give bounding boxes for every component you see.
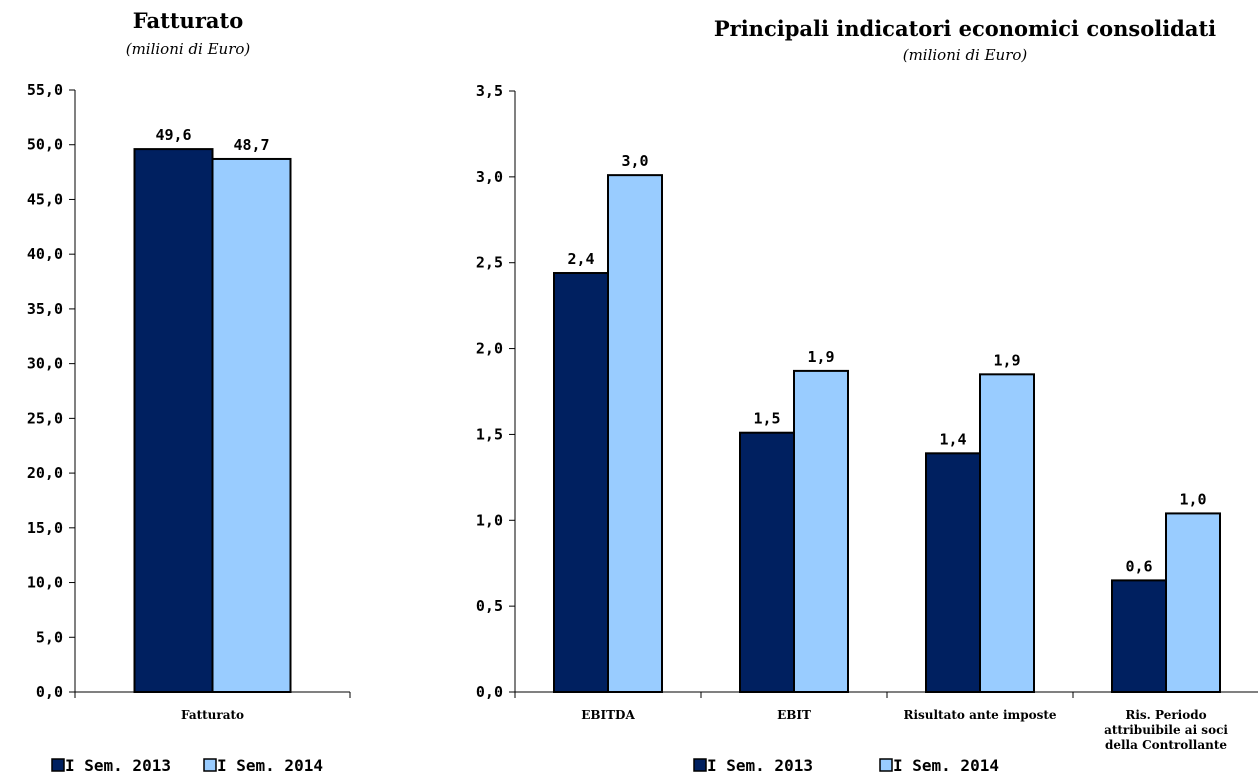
data-label: 1,5 bbox=[753, 410, 780, 428]
y-tick-label: 2,0 bbox=[476, 340, 503, 358]
y-tick-label: 25,0 bbox=[27, 409, 63, 427]
y-tick-label: 0,0 bbox=[476, 683, 503, 701]
category-label: attribuibile ai soci bbox=[1104, 723, 1228, 737]
data-label: 1,9 bbox=[993, 351, 1020, 369]
y-tick-label: 45,0 bbox=[27, 190, 63, 208]
y-tick-label: 35,0 bbox=[27, 300, 63, 318]
bar bbox=[553, 272, 609, 693]
indicators-chart-bars: 2,4 3,0 1,5 1,9 1,4 1,9 0,6 1,0 bbox=[553, 152, 1221, 694]
legend-label: I Sem. 2013 bbox=[707, 756, 813, 775]
revenue-chart-bars: 49,6 48,7 bbox=[133, 126, 292, 693]
data-label: 1,4 bbox=[939, 430, 966, 448]
category-label: della Controllante bbox=[1105, 738, 1227, 752]
bar bbox=[1111, 579, 1167, 694]
indicators-chart: Principali indicatori economici consolid… bbox=[476, 16, 1258, 775]
legend-swatch bbox=[879, 758, 893, 772]
y-tick-label: 0,0 bbox=[36, 683, 63, 701]
legend-label: I Sem. 2014 bbox=[217, 756, 323, 775]
y-tick-label: 1,0 bbox=[476, 511, 503, 529]
data-label: 1,0 bbox=[1179, 490, 1206, 508]
revenue-chart-legend: I Sem. 2013 I Sem. 2014 bbox=[51, 756, 323, 775]
legend-swatch bbox=[203, 758, 217, 772]
indicators-chart-subtitle: (milioni di Euro) bbox=[903, 46, 1028, 64]
y-tick-label: 3,0 bbox=[476, 168, 503, 186]
legend-label: I Sem. 2013 bbox=[65, 756, 171, 775]
bar bbox=[739, 431, 795, 693]
category-label: Risultato ante imposte bbox=[903, 708, 1056, 722]
category-label: EBIT bbox=[777, 708, 811, 722]
y-tick-label: 2,5 bbox=[476, 254, 503, 272]
bar bbox=[211, 157, 292, 693]
y-tick-label: 15,0 bbox=[27, 519, 63, 537]
bar bbox=[793, 369, 849, 693]
bar bbox=[133, 148, 214, 693]
data-label: 0,6 bbox=[1125, 557, 1152, 575]
y-tick-label: 10,0 bbox=[27, 574, 63, 592]
data-label: 3,0 bbox=[621, 152, 648, 170]
category-label: Ris. Periodo bbox=[1125, 708, 1206, 722]
bar bbox=[925, 452, 981, 693]
data-label: 2,4 bbox=[567, 250, 594, 268]
revenue-chart-title: Fatturato bbox=[133, 8, 243, 33]
y-tick-label: 55,0 bbox=[27, 81, 63, 99]
y-tick-label: 5,0 bbox=[36, 628, 63, 646]
bar bbox=[607, 174, 663, 693]
y-tick-label: 30,0 bbox=[27, 355, 63, 373]
y-tick-label: 50,0 bbox=[27, 136, 63, 154]
legend-swatch bbox=[51, 758, 65, 772]
indicators-chart-legend: I Sem. 2013 I Sem. 2014 bbox=[693, 756, 999, 775]
indicators-chart-title: Principali indicatori economici consolid… bbox=[714, 16, 1216, 41]
data-label: 1,9 bbox=[807, 348, 834, 366]
data-label: 49,6 bbox=[155, 126, 191, 144]
legend-label: I Sem. 2014 bbox=[893, 756, 999, 775]
y-tick-label: 1,5 bbox=[476, 425, 503, 443]
y-tick-label: 3,5 bbox=[476, 82, 503, 100]
revenue-chart-axes: 0,0 5,0 10,0 15,0 20,0 25,0 30,0 35,0 40,0 45,0 50… bbox=[27, 81, 351, 722]
data-label: 48,7 bbox=[233, 136, 269, 154]
bar bbox=[1165, 512, 1221, 693]
y-tick-label: 20,0 bbox=[27, 464, 63, 482]
category-label: EBITDA bbox=[581, 708, 635, 722]
y-tick-label: 40,0 bbox=[27, 245, 63, 263]
revenue-chart: Fatturato (milioni di Euro) 0,0 5,0 10,0 15… bbox=[27, 8, 351, 775]
revenue-chart-subtitle: (milioni di Euro) bbox=[126, 40, 251, 58]
legend-swatch bbox=[693, 758, 707, 772]
bar bbox=[979, 373, 1035, 693]
y-tick-label: 0,5 bbox=[476, 597, 503, 615]
category-label: Fatturato bbox=[181, 708, 244, 722]
